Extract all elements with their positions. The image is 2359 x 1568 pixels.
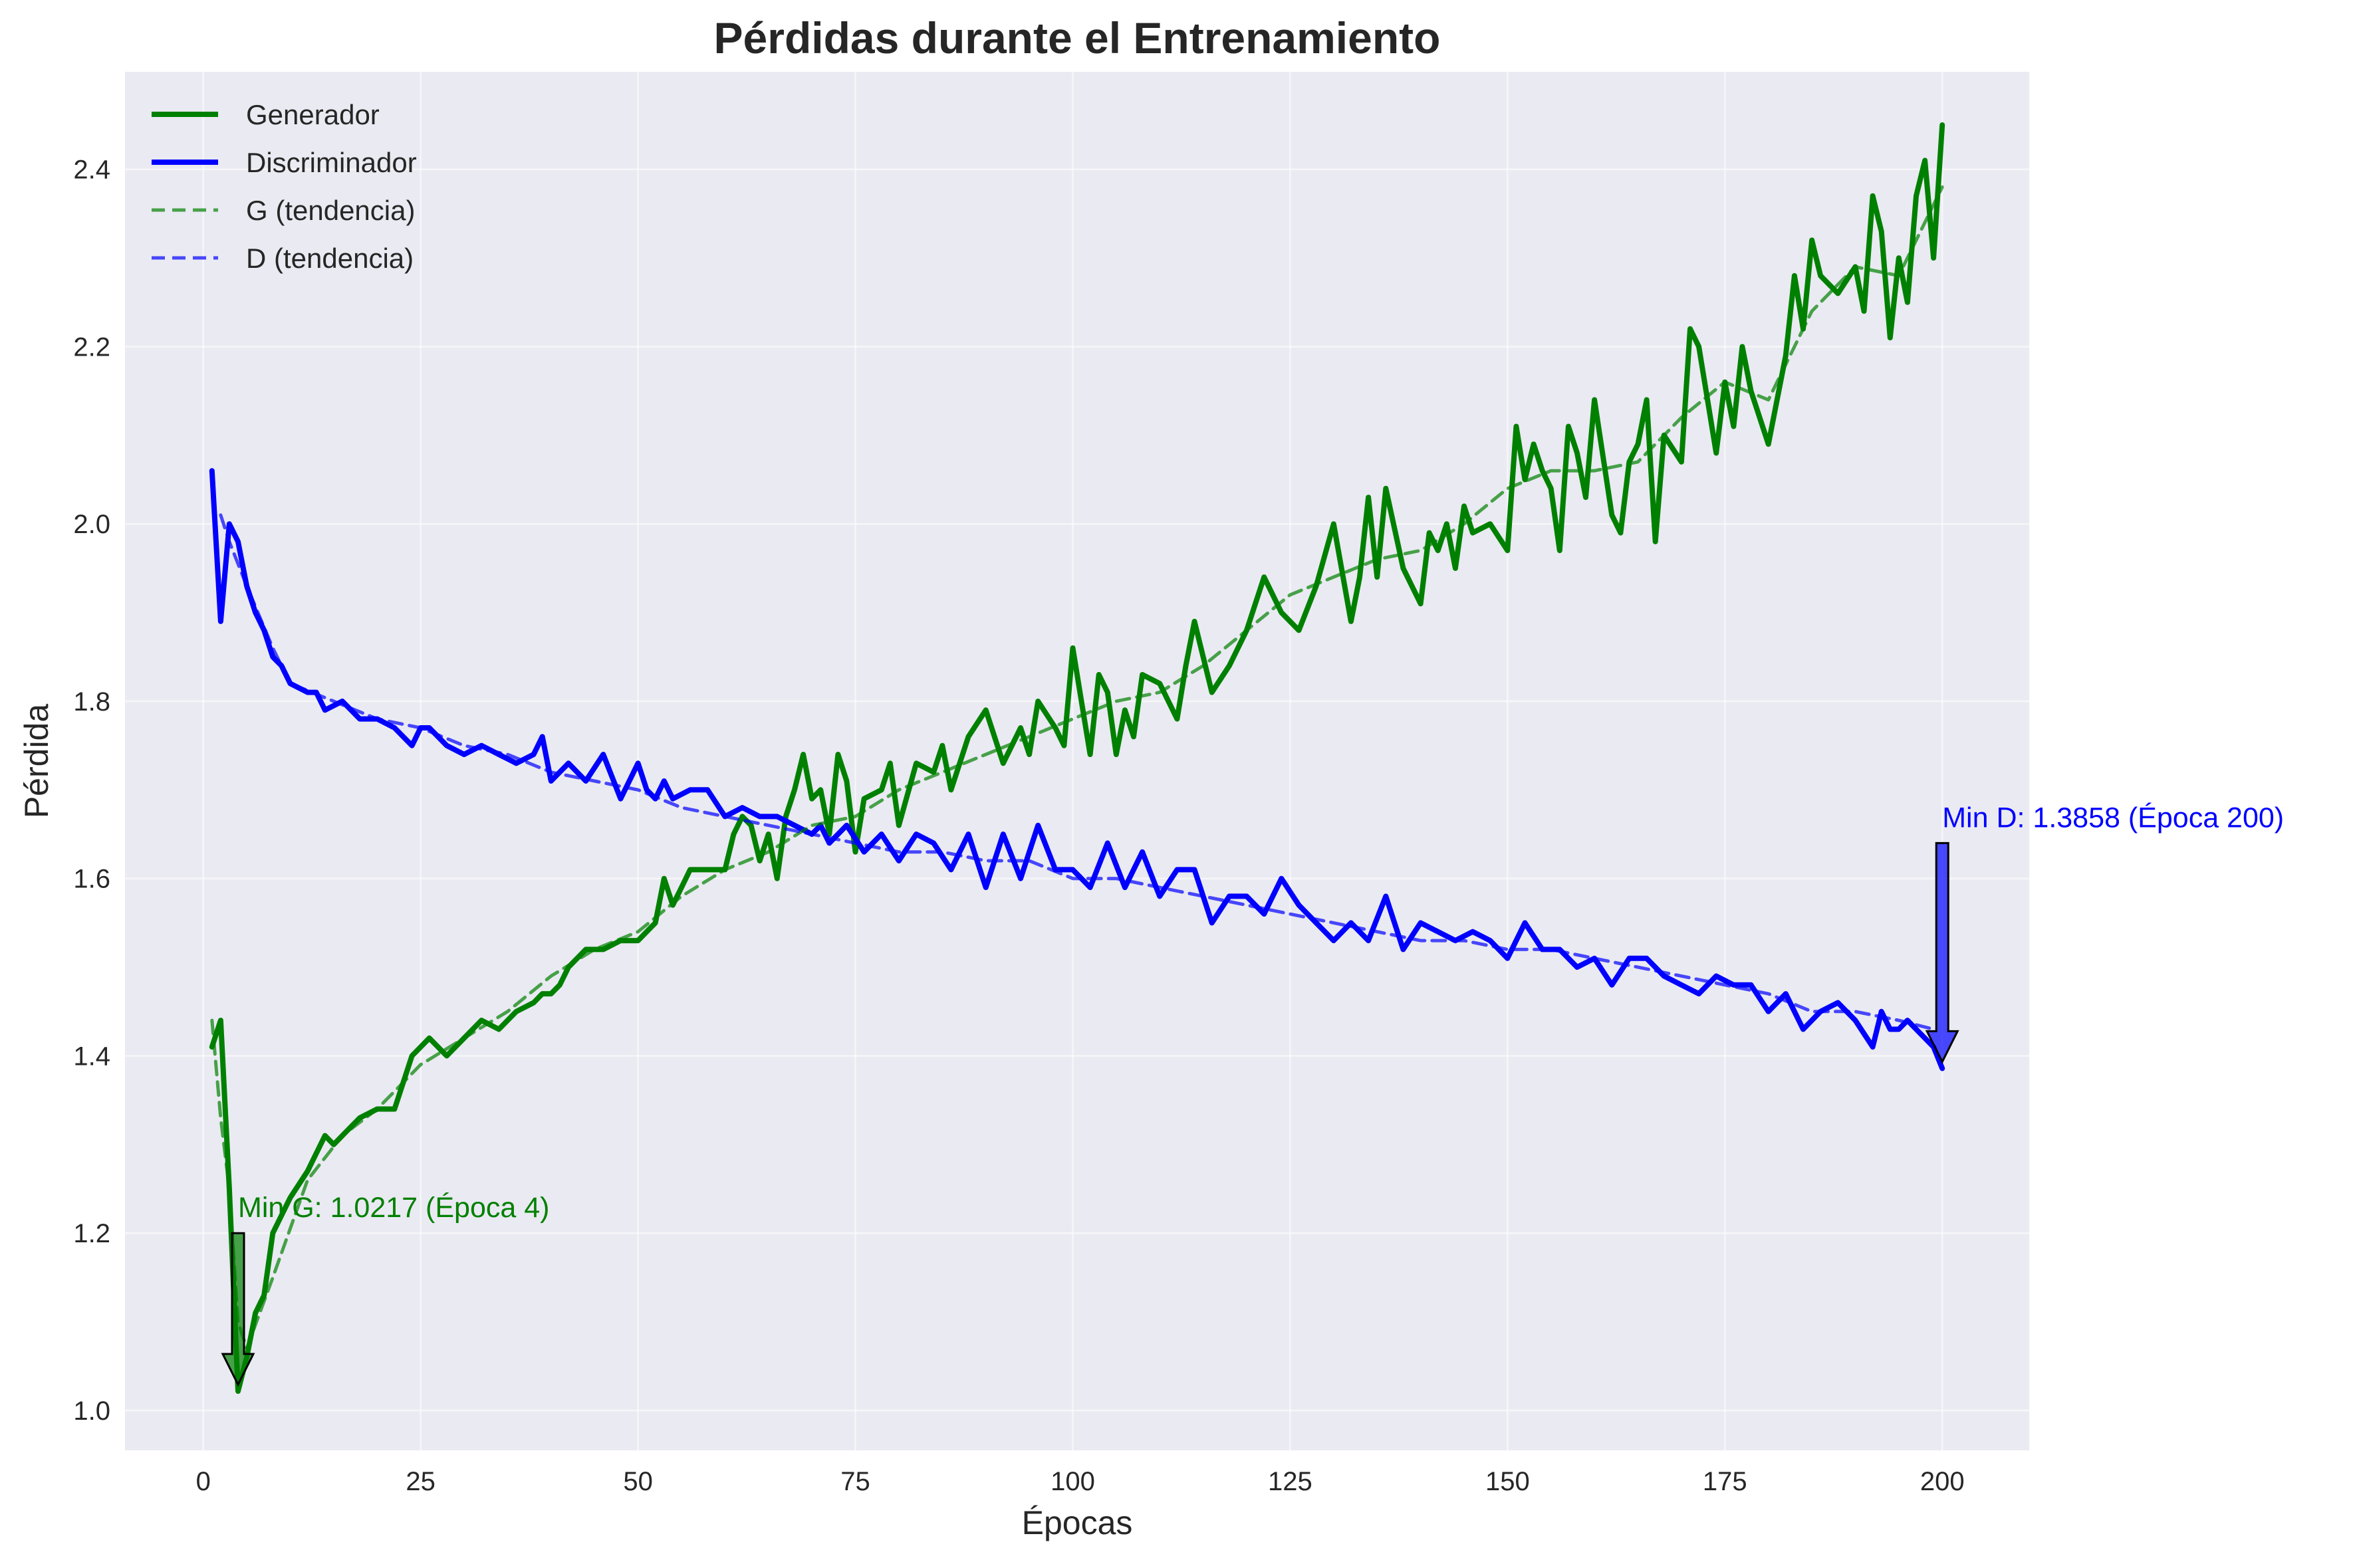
y-tick-label: 1.6 [73,865,110,894]
legend-item-label: D (tendencia) [246,243,414,274]
chart-title: Pérdidas durante el Entrenamiento [714,13,1441,62]
series-line-g-tendencia [210,185,1944,1351]
y-tick-label: 2.2 [73,332,110,362]
x-tick-label: 100 [1051,1467,1095,1496]
y-tick-label: 1.8 [73,687,110,717]
tick-labels: 0 25 50 75 100 125 150 175 200 1.0 1.2 1.4 1.6 1.8 2.0… [73,156,1964,1496]
annotation-label: Min G: 1.0217 (Época 4) [238,1192,549,1224]
legend-item-label: Generador [246,99,380,130]
series-line-generador [209,122,1945,1394]
x-tick-label: 75 [840,1467,870,1496]
annotation-label: Min D: 1.3858 (Época 200) [1942,802,2284,834]
series-layer [209,122,1945,1394]
x-tick-label: 25 [406,1467,435,1496]
plot-area [125,72,2029,1450]
annotation-arrow [1925,841,1959,1064]
x-tick-label: 175 [1703,1467,1747,1496]
x-tick-label: 50 [623,1467,653,1496]
x-tick-label: 150 [1485,1467,1530,1496]
annotations-layer: Min G: 1.0217 (Época 4) Min D: 1.3858 (Ép… [221,802,2284,1387]
y-axis-label: Pérdida [18,704,55,819]
y-tick-label: 1.0 [73,1397,110,1426]
y-tick-label: 1.4 [73,1042,110,1071]
legend: Generador Discriminador G (tendencia) D (te… [152,99,417,274]
grid-lines [125,72,2029,1450]
legend-item-label: G (tendencia) [246,195,415,226]
annotation-arrow [221,1232,255,1387]
y-tick-label: 2.4 [73,156,110,185]
series-line-d-tendencia [219,513,1935,1031]
x-tick-label: 0 [196,1467,211,1496]
x-tick-label: 200 [1920,1467,1965,1496]
y-tick-label: 2.0 [73,510,110,539]
y-tick-label: 1.2 [73,1219,110,1248]
x-tick-label: 125 [1268,1467,1312,1496]
series-line-discriminador [209,468,1945,1071]
x-axis-label: Épocas [1022,1504,1133,1541]
legend-item-label: Discriminador [246,147,417,178]
